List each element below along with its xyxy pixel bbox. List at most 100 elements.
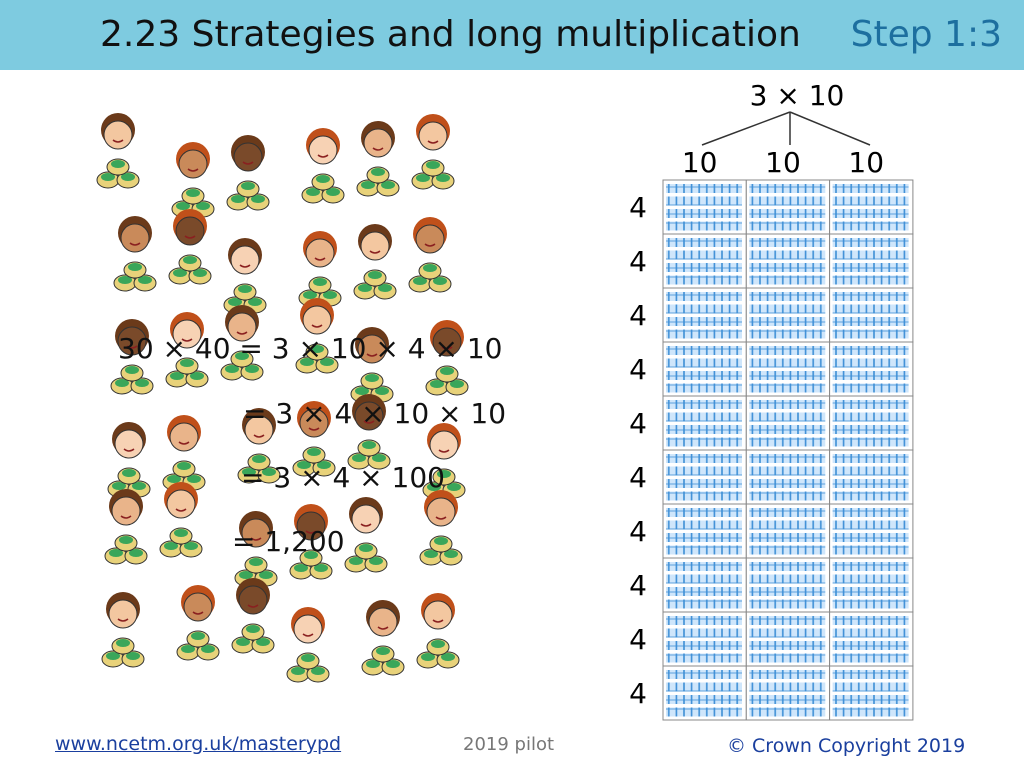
- child: [113, 216, 157, 292]
- marbles: [231, 195, 245, 203]
- ten-strip: [666, 346, 742, 355]
- link[interactable]: www.ncetm.org.uk/masterypd: [55, 733, 342, 755]
- ten-strip: [749, 508, 826, 517]
- face: [114, 429, 144, 459]
- marbles: [112, 482, 126, 490]
- row-label: 4: [629, 353, 647, 386]
- ten-strip: [666, 250, 742, 260]
- marbles: [109, 549, 123, 557]
- marbles: [135, 379, 149, 387]
- equation-line: = 3 × 4 × 100: [241, 461, 445, 494]
- face: [293, 614, 323, 644]
- ten-strip: [832, 304, 909, 314]
- face: [363, 128, 393, 158]
- smile: [424, 243, 436, 247]
- marbles: [167, 475, 181, 483]
- ten-strip: [749, 329, 826, 339]
- marbles: [239, 571, 253, 579]
- marbles: [426, 161, 440, 169]
- ten-strip: [832, 682, 909, 692]
- marbles: [291, 667, 305, 675]
- smile: [236, 331, 248, 335]
- ten-strip: [749, 533, 826, 542]
- smile: [317, 154, 329, 158]
- marbles: [447, 483, 461, 491]
- marbles: [359, 544, 373, 552]
- child: [292, 401, 336, 477]
- smile: [369, 250, 381, 254]
- ten-strip: [666, 587, 742, 596]
- marbles: [164, 542, 178, 550]
- marbles: [256, 638, 270, 646]
- marbles: [303, 291, 317, 299]
- marbles: [362, 441, 376, 449]
- branch: [789, 111, 871, 146]
- ten-strip: [832, 221, 909, 231]
- branch: [701, 111, 791, 146]
- ten-strip: [749, 587, 826, 596]
- ten-strip: [749, 184, 826, 193]
- ten-strip: [832, 628, 909, 638]
- marbles: [246, 625, 260, 633]
- smile: [120, 515, 132, 519]
- marbles: [201, 645, 215, 653]
- smile: [123, 448, 135, 452]
- marbles: [433, 277, 447, 285]
- marbles: [262, 468, 276, 476]
- ten-strip: [832, 587, 909, 596]
- marbles: [317, 461, 331, 469]
- marbles: [376, 647, 390, 655]
- note: 2019 pilot: [463, 734, 555, 755]
- marbles: [187, 475, 201, 483]
- face: [415, 224, 445, 254]
- ten-strip: [666, 263, 742, 272]
- ten-strip: [749, 707, 826, 717]
- children-illustration: [96, 113, 469, 683]
- marbles: [119, 536, 133, 544]
- child: [416, 593, 460, 669]
- copyright: © Crown Copyright 2019: [727, 735, 966, 757]
- child: [356, 121, 400, 197]
- marbles: [313, 278, 327, 286]
- marbles: [310, 345, 324, 353]
- ten-strip: [832, 275, 909, 285]
- ten-strip: [832, 292, 909, 301]
- child: [286, 607, 330, 683]
- ten-strip: [832, 358, 909, 368]
- ten-strip: [666, 533, 742, 542]
- smile: [112, 139, 124, 143]
- child: [419, 490, 463, 566]
- marbles: [186, 189, 200, 197]
- smile: [117, 618, 129, 622]
- ten-strip: [832, 437, 909, 447]
- face: [244, 415, 274, 445]
- column-label: 10: [765, 146, 801, 179]
- face: [230, 245, 260, 275]
- ten-strip: [832, 454, 909, 463]
- array-diagram: 3 × 10 10 10 10 4 4 4 4 4 4 4 4 4 4: [629, 79, 914, 721]
- face: [354, 401, 384, 431]
- marbles: [176, 202, 190, 210]
- face: [308, 135, 338, 165]
- ten-strip: [832, 329, 909, 339]
- ten-strip: [666, 707, 742, 717]
- ten-strip: [749, 670, 826, 679]
- ten-strip: [749, 562, 826, 571]
- smile: [187, 168, 199, 172]
- face: [238, 585, 268, 615]
- face: [108, 599, 138, 629]
- ten-strip: [832, 371, 909, 380]
- ten-strip: [666, 545, 742, 555]
- marbles: [177, 462, 191, 470]
- child: [223, 238, 267, 314]
- marbles: [416, 174, 430, 182]
- ten-strip: [749, 695, 826, 704]
- child: [159, 482, 203, 558]
- marbles: [248, 298, 262, 306]
- face: [169, 422, 199, 452]
- child: [110, 319, 154, 395]
- smile: [175, 508, 187, 512]
- ten-strip: [666, 520, 742, 530]
- marbles: [306, 188, 320, 196]
- child: [168, 209, 212, 285]
